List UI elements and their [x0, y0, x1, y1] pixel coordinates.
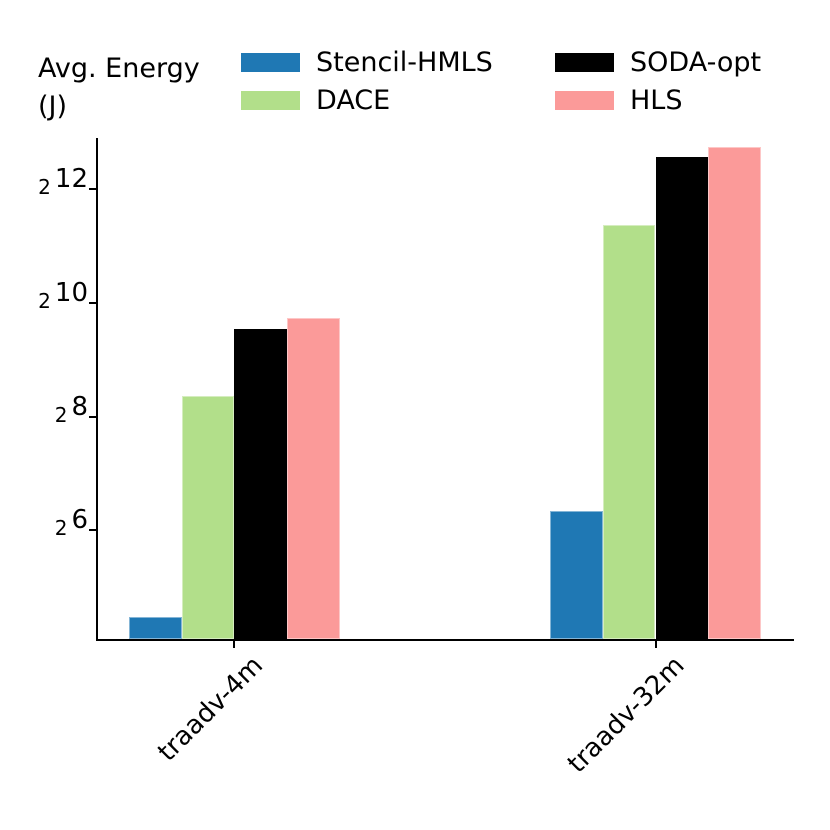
bar-soda-opt-traadv-4m	[234, 329, 287, 639]
y-tick-mark	[89, 415, 96, 418]
y-tick-base: 2	[54, 402, 68, 427]
legend-swatch-soda-opt	[555, 53, 614, 72]
bar-hls-traadv-4m	[287, 318, 340, 639]
bar-stencil-hmls-traadv-4m	[128, 616, 182, 639]
y-tick-exponent: 8	[71, 391, 88, 422]
y-tick-base: 2	[38, 288, 51, 313]
y-axis-title-line2: (J)	[38, 91, 68, 122]
y-tick-label: 2 10	[38, 280, 88, 311]
y-tick-exponent: 10	[54, 277, 88, 308]
y-axis-title-line1: Avg. Energy	[38, 53, 200, 84]
y-tick-exponent: 12	[54, 164, 88, 195]
legend-label: HLS	[630, 85, 683, 116]
bar-dace-traadv-32m	[602, 225, 656, 639]
legend-item-soda-opt: SODA-opt	[555, 49, 761, 76]
y-tick-mark	[89, 529, 96, 532]
y-tick-label: 2 12	[38, 166, 88, 197]
x-tick-mark	[654, 641, 657, 648]
legend: Stencil-HMLS DACE SODA-opt HLS	[0, 0, 830, 130]
bar-hls-traadv-32m	[708, 146, 761, 639]
y-tick-base: 2	[54, 516, 68, 541]
y-tick-exponent: 6	[71, 505, 88, 536]
legend-swatch-hls	[555, 91, 614, 110]
legend-swatch-stencil-hmls	[241, 53, 300, 72]
y-axis-spine	[96, 138, 98, 641]
plot-area	[89, 138, 794, 648]
legend-item-hls: HLS	[555, 87, 682, 114]
bar-dace-traadv-4m	[181, 396, 235, 639]
legend-label: Stencil-HMLS	[316, 47, 493, 78]
y-tick-mark	[89, 301, 96, 304]
legend-item-stencil-hmls: Stencil-HMLS	[241, 49, 493, 76]
legend-label: SODA-opt	[630, 47, 762, 78]
x-axis-spine	[96, 639, 794, 641]
legend-label: DACE	[316, 85, 391, 116]
legend-item-dace: DACE	[241, 87, 390, 114]
legend-swatch-dace	[241, 91, 300, 110]
bar-soda-opt-traadv-32m	[655, 156, 709, 639]
y-tick-base: 2	[38, 175, 51, 200]
bar-stencil-hmls-traadv-32m	[550, 510, 603, 639]
x-tick-mark	[233, 641, 236, 648]
y-axis-title: Avg. Energy (J)	[38, 50, 200, 126]
y-tick-mark	[89, 188, 96, 191]
